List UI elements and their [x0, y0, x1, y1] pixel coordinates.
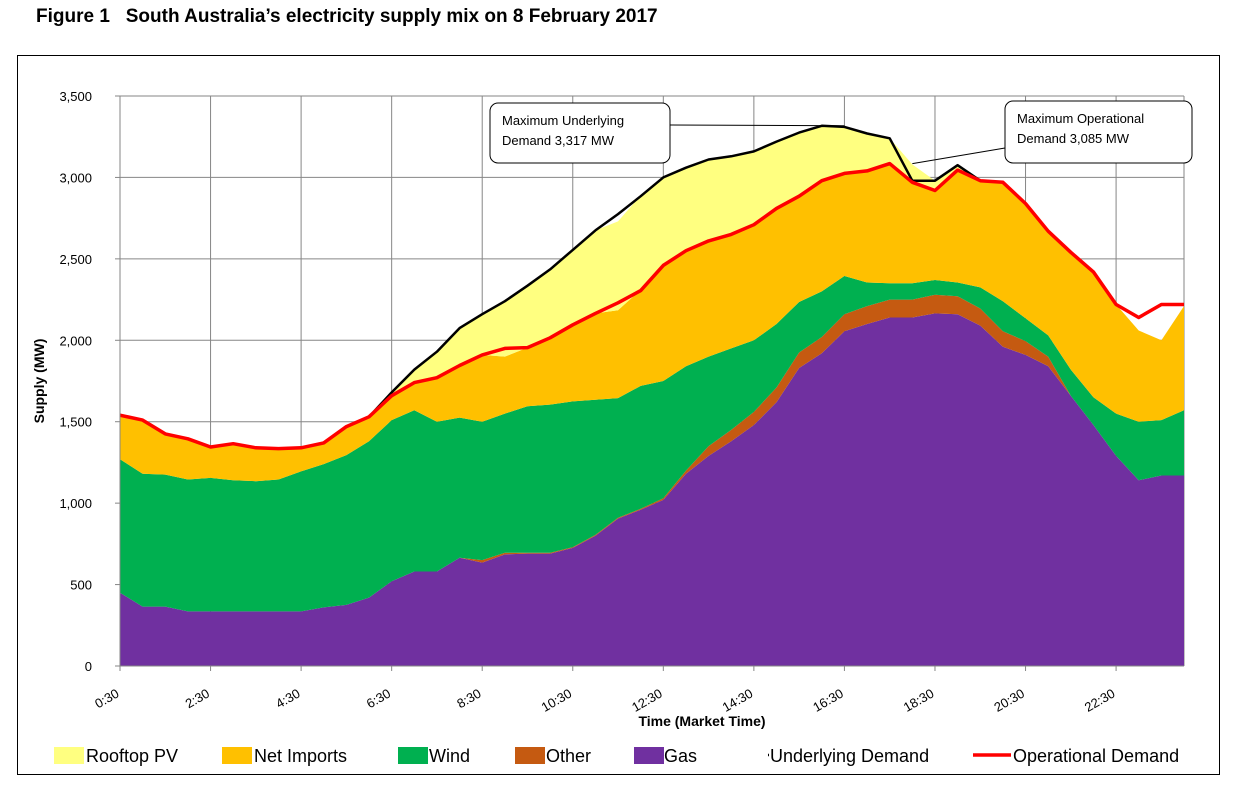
y-tick-label: 1,000 — [59, 496, 92, 511]
y-axis-label: Supply (MW) — [31, 339, 47, 424]
legend-swatch — [515, 747, 545, 764]
legend-swatch — [634, 747, 664, 764]
x-tick-label: 8:30 — [454, 686, 483, 712]
legend-swatch — [222, 747, 252, 764]
callout-line1: Maximum Underlying — [502, 113, 624, 128]
figure-number: Figure 1 — [36, 6, 110, 27]
callout-box — [1004, 100, 1193, 164]
callout-leader — [912, 147, 1006, 165]
y-tick-label: 2,000 — [59, 333, 92, 348]
x-tick-label: 10:30 — [539, 686, 575, 715]
y-tick-label: 1,500 — [59, 415, 92, 430]
x-tick-label: 14:30 — [720, 686, 756, 715]
area-wind — [120, 276, 1184, 612]
y-tick-label: 3,000 — [59, 170, 92, 185]
line-operational-demand — [119, 161, 1184, 451]
legend-label: Net Imports — [254, 746, 347, 766]
legend-label: Wind — [429, 746, 470, 766]
area-gas — [120, 313, 1184, 666]
legend-label: Underlying Demand — [770, 746, 929, 766]
x-tick-label: 0:30 — [92, 686, 121, 712]
demand-lines — [119, 124, 1184, 451]
legend-swatch — [398, 747, 428, 764]
y-tick-label: 500 — [70, 578, 92, 593]
callout-line2: Demand 3,317 MW — [502, 133, 615, 148]
figure-title: Figure 1 South Australia’s electricity s… — [36, 6, 658, 28]
legend: Rooftop PV Net Imports Wind Other Gas Underly… — [54, 746, 1179, 766]
legend-label: Other — [546, 746, 591, 766]
callout-line1: Maximum Operational — [1017, 111, 1144, 126]
x-tick-label: 20:30 — [991, 686, 1027, 715]
callout-box — [489, 102, 671, 164]
x-tick-label: 4:30 — [273, 686, 302, 712]
area-rooftop-pv — [120, 125, 1184, 449]
x-tick-label: 12:30 — [629, 686, 665, 715]
legend-label: Gas — [664, 746, 697, 766]
figure-title-text: South Australia’s electricity supply mix… — [125, 6, 658, 27]
x-tick-label: 22:30 — [1082, 686, 1118, 715]
legend-label: Operational Demand — [1013, 746, 1179, 766]
y-tick-label: 2,500 — [59, 252, 92, 267]
x-tick-label: 16:30 — [810, 686, 846, 715]
callouts: Maximum Underlying Demand 3,317 MW Maximum… — [489, 100, 1193, 165]
chart-frame — [17, 55, 1220, 775]
legend-label: Rooftop PV — [86, 746, 178, 766]
x-axis-label: Time (Market Time) — [638, 713, 765, 729]
x-tick-label: 6:30 — [364, 686, 393, 712]
legend-swatch — [54, 747, 84, 764]
callout-line2: Demand 3,085 MW — [1017, 131, 1130, 146]
x-tick-label: 18:30 — [901, 686, 937, 715]
stacked-areas — [120, 125, 1184, 666]
y-tick-label: 0 — [85, 659, 92, 674]
y-tick-label: 3,500 — [59, 89, 92, 104]
callout-leader — [669, 124, 845, 127]
x-tick-label: 2:30 — [183, 686, 212, 712]
